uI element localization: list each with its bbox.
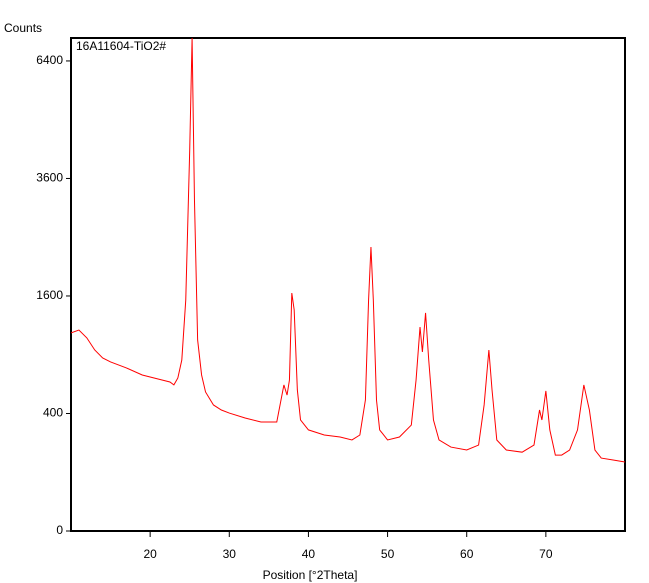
x-tick-label: 40 — [302, 547, 316, 561]
x-tick-label: 30 — [223, 547, 237, 561]
x-tick-label: 70 — [539, 547, 553, 561]
y-tick-label: 400 — [43, 406, 63, 420]
y-tick-label: 1600 — [36, 288, 63, 302]
plot-frame — [70, 37, 626, 532]
y-tick-label: 6400 — [36, 53, 63, 67]
y-axis-label: Counts — [4, 21, 42, 35]
x-tick-label: 60 — [460, 547, 474, 561]
x-axis-label: Position [°2Theta] — [263, 568, 358, 582]
x-tick-label: 20 — [143, 547, 157, 561]
y-tick-label: 0 — [56, 523, 63, 537]
annotation: 16A11604-TiO2# — [76, 39, 166, 53]
data-line — [71, 38, 625, 463]
x-tick-label: 50 — [381, 547, 395, 561]
y-tick-label: 3600 — [36, 171, 63, 185]
